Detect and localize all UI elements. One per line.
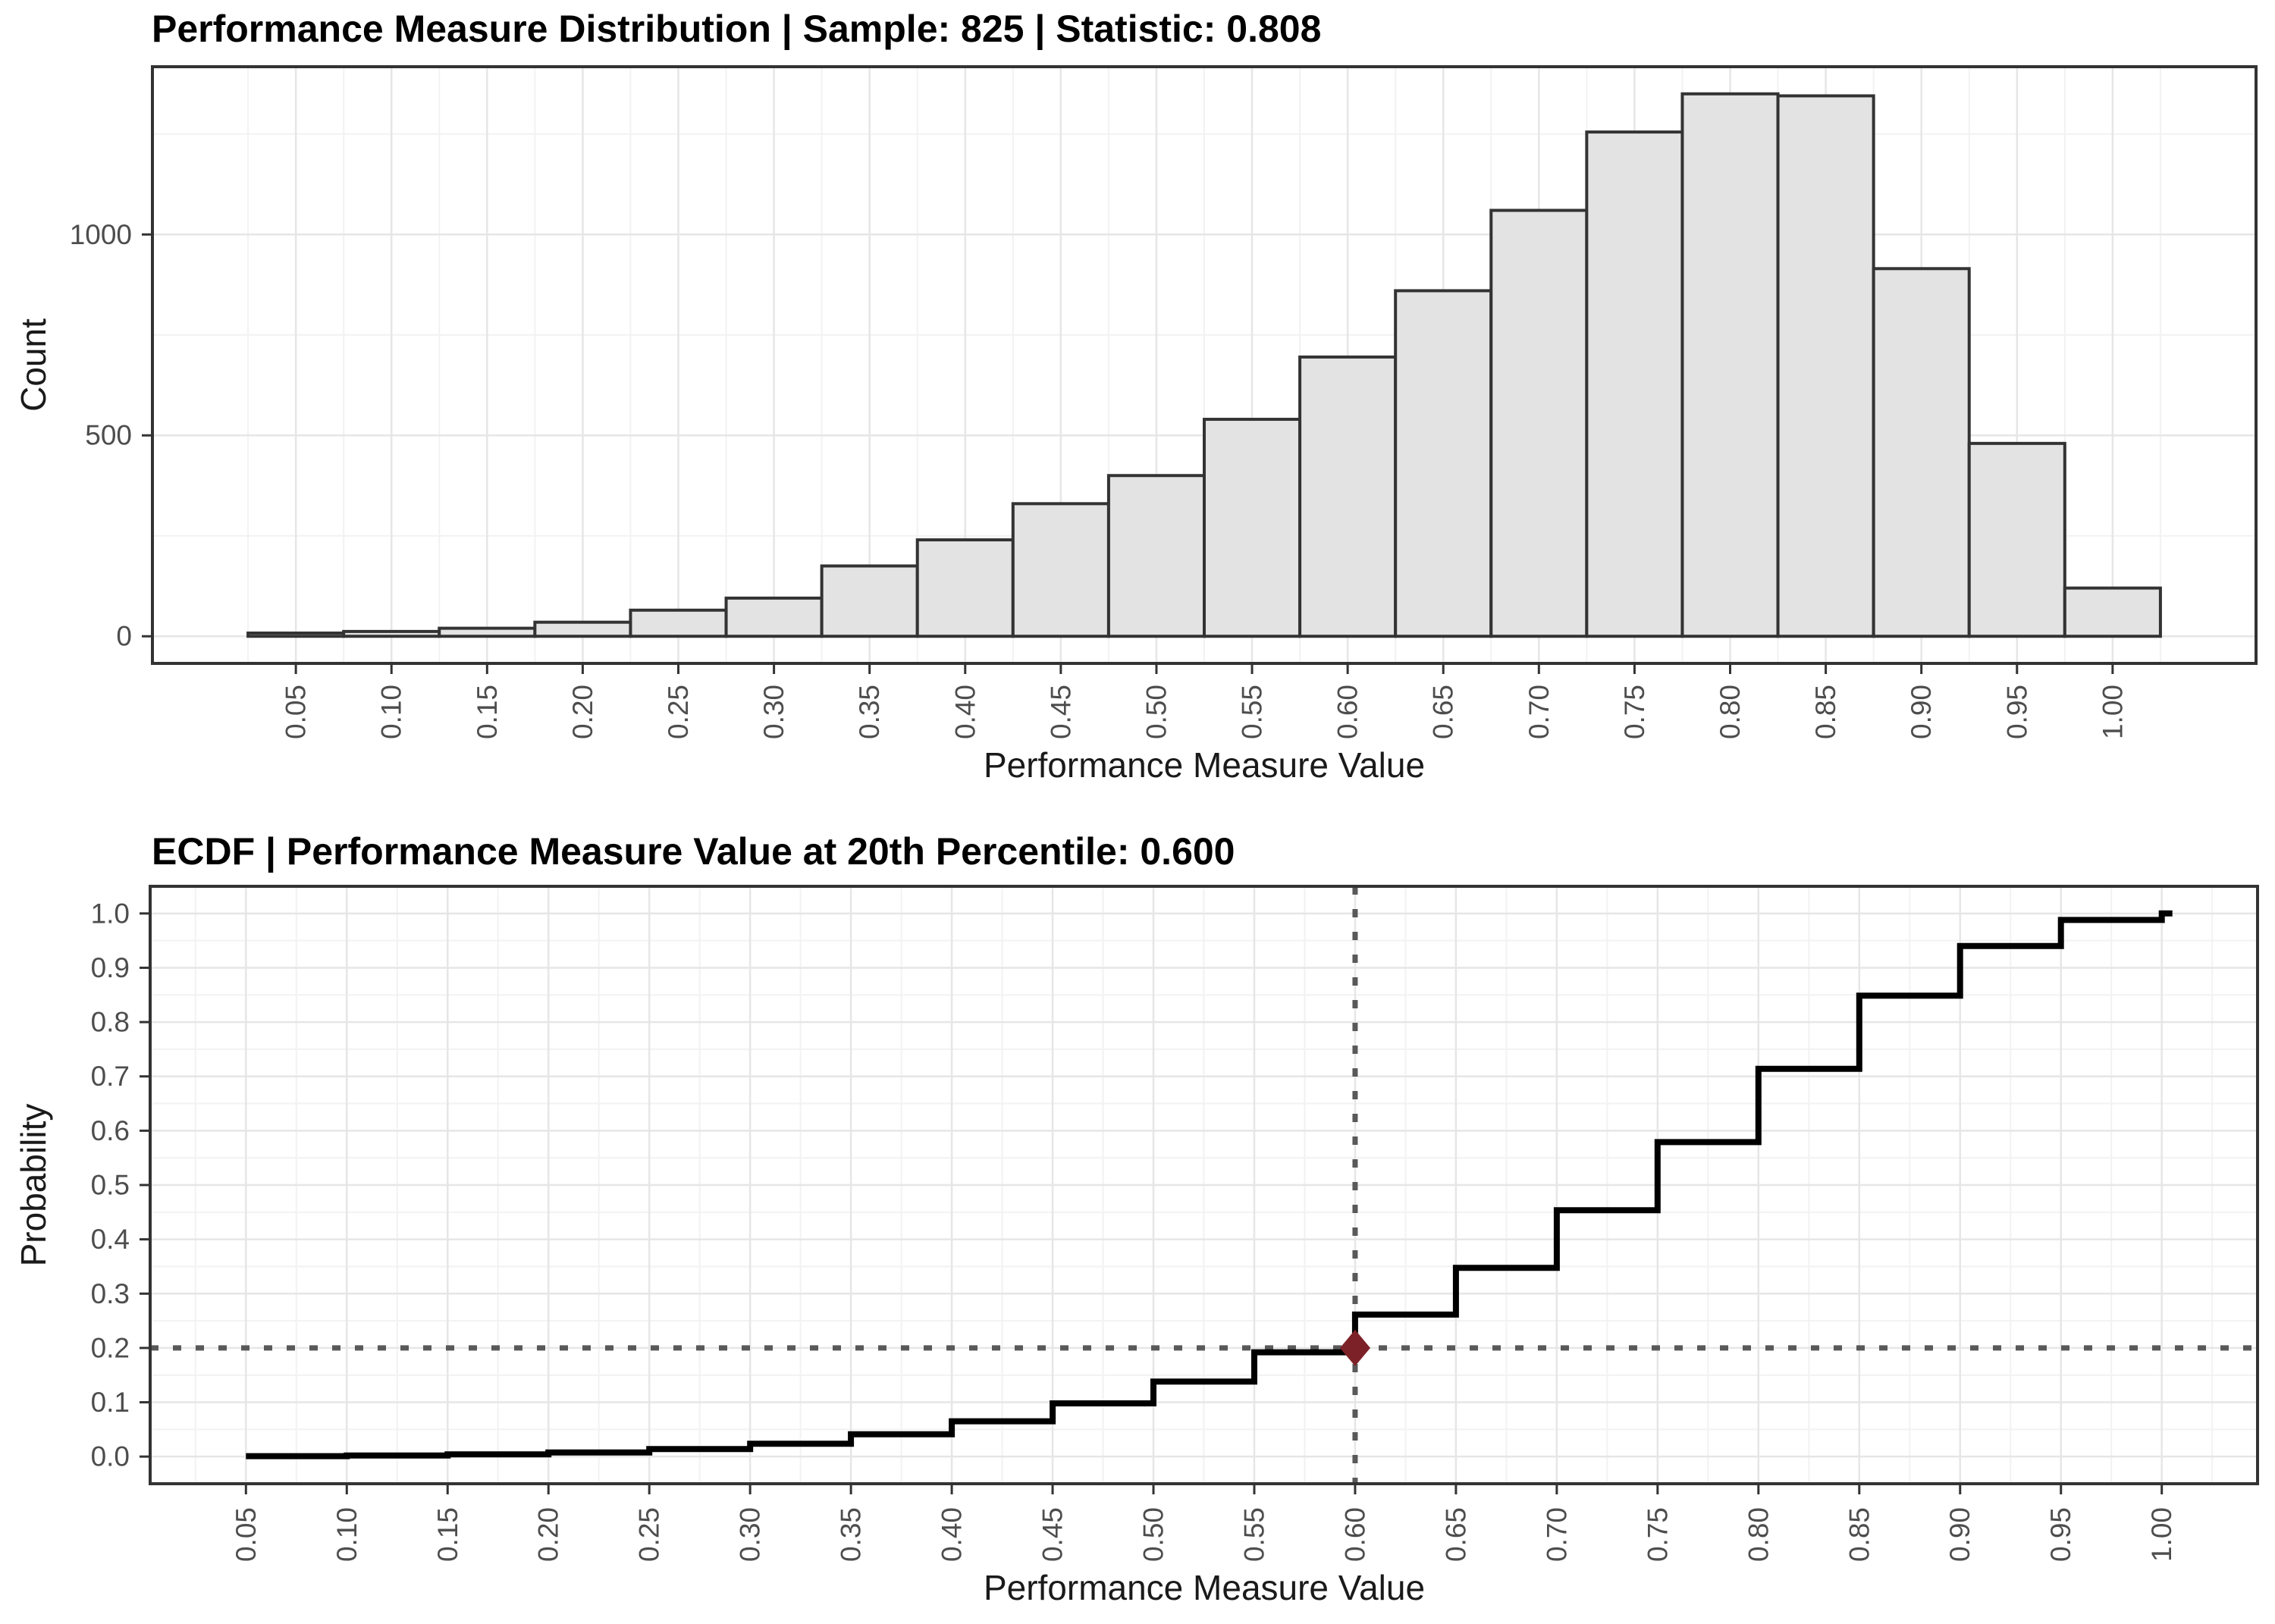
x-tick-label: 0.65 [1428,685,1459,739]
histogram-axes: 0.05 0.10 0.15 0.20 0.25 0.30 0.35 0.40 0.45 0.50… [14,8,2258,785]
x-tick-label: 0.40 [949,685,981,739]
y-tick-label: 0.9 [91,952,130,983]
histogram-bar [1394,289,1493,638]
histogram-bar [1776,94,1875,638]
x-axis-title: Performance Measure Value [984,1568,1425,1607]
y-tick-label: 0.1 [91,1387,130,1418]
x-tick-label: 0.25 [634,1507,665,1562]
histogram-bar [1298,355,1398,638]
x-tick-label: 0.05 [231,1507,262,1562]
y-tick-label: 0.3 [91,1278,130,1309]
x-tick-label: 0.45 [1037,1507,1068,1562]
x-tick-label: 0.60 [1332,685,1363,739]
x-tick-label: 0.75 [1642,1507,1673,1562]
histogram-bar [629,608,728,638]
ecdf-chart [150,886,2258,1484]
y-tick-label: 1.0 [91,898,130,929]
x-tick-label: 0.15 [472,685,503,739]
x-tick-label: 0.60 [1339,1507,1370,1562]
x-tick-label: 0.95 [2045,1507,2076,1562]
histogram-bar [1106,474,1206,638]
x-tick-label: 0.50 [1138,1507,1169,1562]
histogram-bar [1203,418,1302,638]
histogram-bar [1967,441,2066,638]
x-tick-label: 0.80 [1715,685,1746,739]
x-tick-label: 0.20 [567,685,598,739]
x-tick-label: 0.55 [1238,1507,1269,1562]
histogram-bar [724,596,824,638]
y-axis-title: Probability [14,1104,53,1267]
percentile-annotations [150,886,2258,1484]
x-tick-label: 0.10 [331,1507,362,1562]
y-tick-label: 1000 [70,219,132,250]
y-tick-label: 0.0 [91,1441,130,1472]
x-tick-label: 0.55 [1237,685,1268,739]
histogram-bar [246,631,346,638]
histogram-bar [1585,130,1684,638]
y-axis-title: Count [14,318,53,412]
x-tick-label: 0.70 [1523,685,1555,739]
ecdf-axes: 0.05 0.10 0.15 0.20 0.25 0.30 0.35 0.40 0.45 0.50… [14,830,2259,1607]
percentile-point-diamond [1339,1329,1370,1366]
x-axis-title: Performance Measure Value [984,745,1425,785]
histogram-bar [1489,208,1589,638]
histogram-bar [342,629,441,638]
x-tick-label: 1.00 [2097,685,2128,739]
x-tick-label: 0.30 [758,685,789,739]
panel-border [151,65,2258,665]
histogram-bar [1872,267,1971,638]
y-tick-label: 0.7 [91,1061,130,1092]
x-tick-label: 0.75 [1619,685,1650,739]
x-tick-label: 0.40 [937,1507,968,1562]
x-tick-label: 1.00 [2146,1507,2177,1562]
y-tick-label: 0.4 [91,1224,130,1255]
y-tick-label: 0 [116,621,132,652]
x-tick-label: 0.95 [2001,685,2032,739]
y-tick-label: 0.6 [91,1115,130,1146]
x-tick-label: 0.50 [1141,685,1172,739]
x-tick-label: 0.35 [836,1507,867,1562]
x-tick-label: 0.45 [1045,685,1076,739]
x-tick-label: 0.15 [432,1507,463,1562]
histogram-bar [1680,92,1780,638]
x-tick-label: 0.85 [1844,1507,1875,1562]
histogram-bar [438,626,537,638]
x-tick-label: 0.10 [376,685,407,739]
histogram-bar [820,564,919,638]
x-tick-label: 0.70 [1541,1507,1572,1562]
y-tick-label: 0.5 [91,1170,130,1201]
y-tick-label: 500 [85,420,132,451]
y-tick-label: 0.8 [91,1007,130,1038]
ecdf-step-line [246,910,2173,1459]
x-tick-label: 0.80 [1743,1507,1774,1562]
chart-title: Performance Measure Distribution | Sampl… [152,8,1321,51]
x-tick-label: 0.65 [1440,1507,1471,1562]
histogram-bar [915,538,1015,638]
x-tick-label: 0.35 [854,685,885,739]
histogram-bar [533,620,632,638]
x-tick-label: 0.85 [1810,685,1841,739]
x-tick-label: 0.05 [281,685,312,739]
chart-title: ECDF | Performance Measure Value at 20th… [152,830,1235,873]
x-tick-label: 0.90 [1944,1507,1975,1562]
x-tick-label: 0.30 [735,1507,766,1562]
x-tick-label: 0.20 [533,1507,564,1562]
x-tick-label: 0.25 [663,685,694,739]
histogram-bar [1011,502,1110,638]
x-tick-label: 0.90 [1906,685,1937,739]
histogram-bar [2063,586,2162,638]
histogram-bars [246,92,2162,638]
y-tick-label: 0.2 [91,1332,130,1363]
